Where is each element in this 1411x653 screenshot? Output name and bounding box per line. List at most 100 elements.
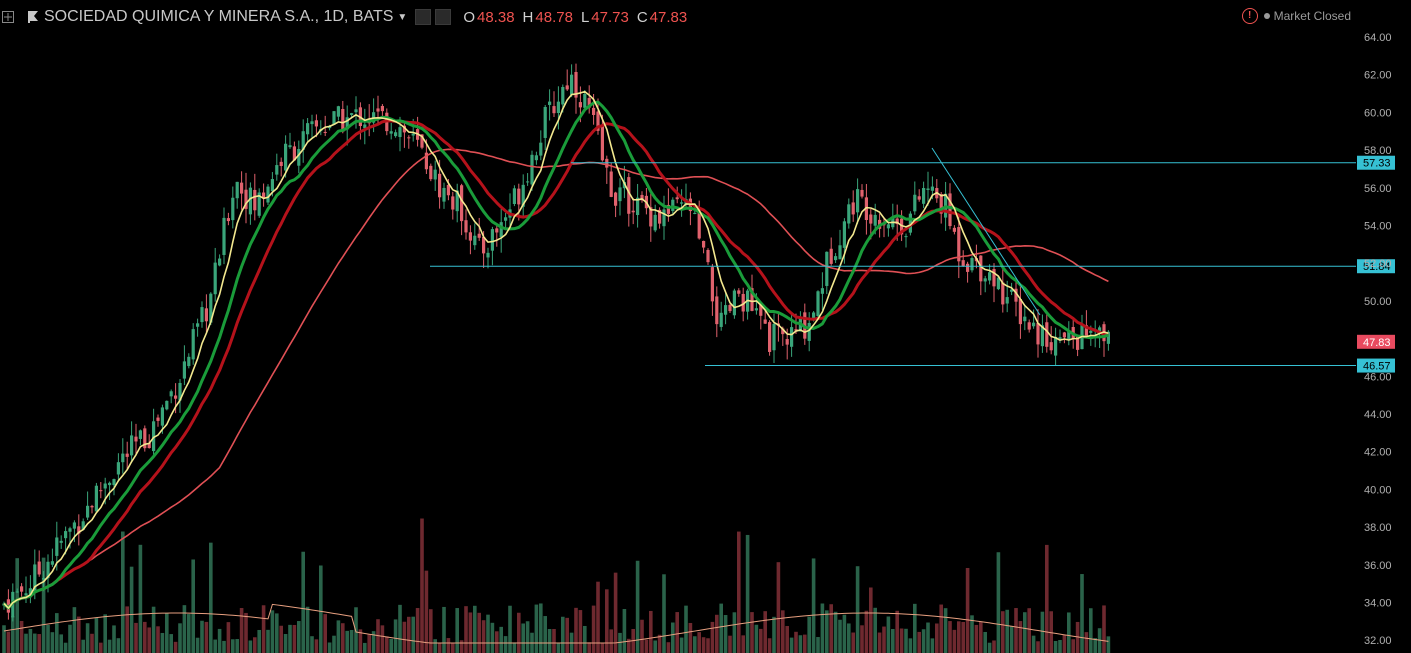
candle-body — [794, 329, 798, 331]
candle-body — [209, 293, 213, 323]
volume-bar — [613, 572, 618, 653]
flag-icon[interactable] — [26, 10, 40, 24]
volume-bar — [864, 610, 869, 653]
volume-bar — [772, 616, 776, 653]
candle-body — [574, 72, 578, 98]
volume-bar — [1058, 639, 1062, 653]
symbol-title[interactable]: SOCIEDAD QUIMICA Y MINERA S.A., 1D, BATS — [44, 8, 394, 25]
volume-bars — [2, 518, 1111, 653]
volume-bar — [393, 619, 398, 653]
volume-bar — [556, 642, 561, 653]
status-dot-icon — [1263, 13, 1270, 19]
candle-body — [530, 154, 534, 185]
candle-body — [662, 209, 666, 227]
volume-bar — [165, 613, 169, 653]
candle-body — [930, 186, 934, 191]
y-tick-label: 52.00 — [1364, 258, 1392, 270]
crosshair-icon[interactable] — [2, 11, 14, 23]
screenshot-icon[interactable] — [415, 9, 432, 25]
candle-body — [376, 108, 380, 112]
candle-body — [1089, 330, 1093, 333]
price-axis[interactable]: 64.00 62.00 60.00 58.00 56.00 54.00 52.00 50.00… — [1357, 32, 1395, 647]
horizontal-lines[interactable]: 57.33 51.84 46.57 — [430, 155, 1395, 373]
volume-bar — [957, 621, 961, 653]
volume-bar — [446, 638, 451, 653]
volume-bar — [477, 612, 481, 653]
candle-body — [222, 217, 226, 255]
candle-body — [116, 462, 120, 475]
volume-bar — [380, 625, 385, 653]
candle-body — [948, 193, 952, 227]
volume-bar — [789, 637, 794, 653]
volume-bar — [301, 551, 305, 653]
candle-body — [46, 561, 50, 579]
candle-body — [636, 197, 640, 216]
volume-bar — [125, 606, 129, 653]
candle-body — [992, 269, 996, 287]
volume-bar — [292, 624, 297, 653]
candle-body — [658, 209, 662, 224]
volume-bar — [191, 559, 195, 653]
volume-bar — [803, 634, 807, 653]
warning-icon[interactable]: ! — [1241, 8, 1258, 24]
settings-icon[interactable] — [435, 9, 452, 25]
ma-slow-line — [2, 119, 1109, 610]
volume-bar — [728, 635, 732, 653]
candle-body — [235, 181, 239, 199]
candle-body — [772, 323, 776, 351]
candle-body — [468, 232, 472, 241]
candle-body — [112, 479, 116, 486]
candle-body — [134, 436, 138, 442]
candle-body — [886, 224, 890, 229]
candle-body — [1027, 322, 1031, 330]
candle-body — [952, 227, 956, 232]
volume-bar — [1001, 611, 1005, 653]
candle-body — [1032, 322, 1036, 327]
volume-bar — [508, 605, 512, 653]
volume-bar — [776, 562, 781, 653]
candle-body — [332, 111, 336, 125]
candle-body — [499, 222, 503, 238]
volume-bar — [697, 632, 701, 653]
candle-body — [552, 106, 556, 114]
volume-bar — [129, 566, 134, 653]
y-tick-label: 40.00 — [1364, 484, 1392, 496]
volume-bar — [433, 639, 437, 653]
volume-bar — [323, 614, 327, 653]
ma-mid-line — [2, 100, 1109, 610]
candle-body — [820, 288, 824, 294]
chart-header: SOCIEDAD QUIMICA Y MINERA S.A., 1D, BATS… — [0, 6, 687, 28]
candle-body — [213, 262, 217, 295]
volume-bar — [662, 574, 666, 653]
volume-bar — [103, 614, 107, 653]
candle-body — [200, 307, 204, 323]
volume-bar — [156, 626, 160, 653]
candle-body — [341, 109, 345, 132]
candle-body — [724, 305, 728, 315]
volume-bar — [99, 642, 103, 653]
volume-bar — [1089, 608, 1093, 653]
candle-body — [429, 165, 433, 180]
caret-down-icon[interactable]: ▼ — [397, 11, 408, 23]
candle-body — [1106, 331, 1110, 344]
volume-bar — [785, 626, 789, 653]
volume-bar — [1009, 626, 1014, 653]
hline-label: 57.33 — [1363, 158, 1391, 170]
candle-body — [534, 155, 538, 161]
volume-bar — [503, 636, 508, 653]
candle-body — [842, 221, 846, 248]
volume-bar — [587, 642, 591, 653]
low-value: 47.73 — [591, 8, 629, 26]
volume-bar — [596, 581, 600, 653]
candle-body — [143, 428, 147, 449]
volume-bar — [574, 607, 578, 653]
volume-bar — [891, 628, 895, 653]
volume-bar — [297, 621, 301, 653]
volume-bar — [719, 603, 723, 653]
candle-body — [754, 308, 758, 311]
candle-body — [983, 278, 987, 282]
volume-bar — [363, 642, 367, 653]
volume-bar — [33, 633, 37, 653]
candle-body — [495, 228, 499, 233]
